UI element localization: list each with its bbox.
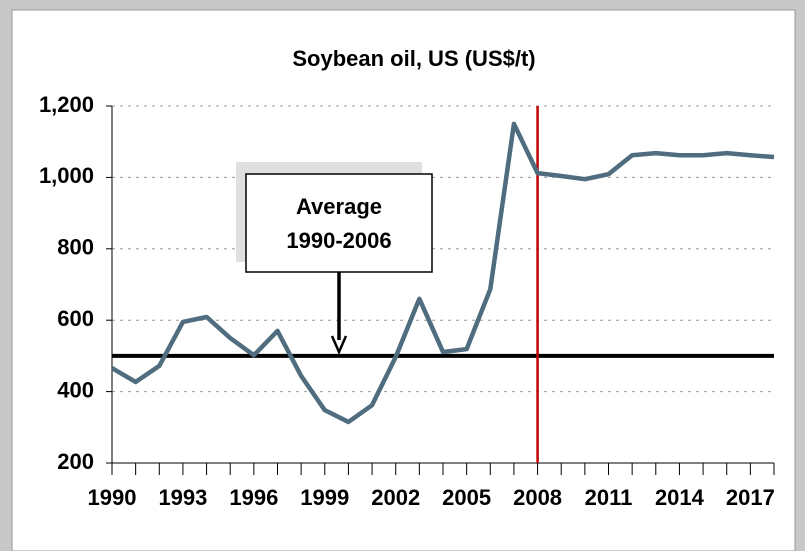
annotation-text: 1990-2006 (286, 228, 391, 253)
annotation-text: Average (296, 194, 382, 219)
x-tick-label: 2005 (442, 485, 491, 510)
annotation-box (245, 173, 433, 273)
y-tick-label: 1,200 (39, 92, 94, 117)
x-tick-label: 1990 (88, 485, 137, 510)
x-tick-label: 2017 (726, 485, 775, 510)
y-tick-label: 400 (57, 377, 94, 402)
x-tick-label: 1996 (229, 485, 278, 510)
x-tick-label: 2011 (585, 485, 633, 510)
chart-title: Soybean oil, US (US$/t) (292, 46, 535, 71)
y-tick-label: 800 (57, 235, 94, 260)
y-tick-label: 1,000 (39, 163, 94, 188)
annotation-arrowhead (330, 335, 348, 356)
data-line (110, 121, 775, 425)
y-tick-label: 200 (57, 449, 94, 474)
x-tick-label: 2008 (513, 485, 562, 510)
x-tick-label: 1999 (300, 485, 349, 510)
x-tick-label: 1993 (158, 485, 207, 510)
chart-area (11, 9, 796, 552)
x-tick-label: 2014 (655, 485, 705, 510)
x-tick-label: 2002 (371, 485, 420, 510)
y-tick-label: 600 (57, 306, 94, 331)
